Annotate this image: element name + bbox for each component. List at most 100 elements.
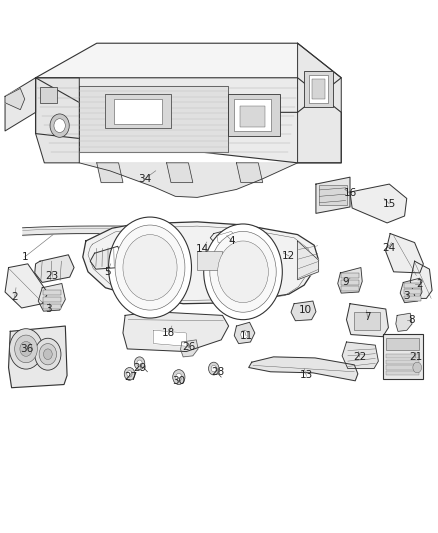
Text: 3: 3 (46, 304, 52, 314)
Text: 8: 8 (408, 314, 414, 325)
Polygon shape (272, 241, 304, 262)
Text: 16: 16 (343, 188, 357, 198)
Bar (386, 366, 419, 369)
Bar (106, 94, 171, 128)
Polygon shape (249, 357, 358, 381)
Polygon shape (97, 163, 123, 182)
Polygon shape (316, 177, 350, 213)
Text: 12: 12 (282, 251, 296, 261)
Text: 22: 22 (353, 352, 366, 362)
Polygon shape (217, 231, 239, 245)
Circle shape (127, 370, 132, 377)
Circle shape (20, 342, 32, 357)
Text: 28: 28 (212, 367, 225, 377)
Circle shape (115, 225, 185, 310)
Polygon shape (346, 304, 389, 337)
Bar (386, 360, 419, 364)
Bar (304, 71, 332, 107)
Polygon shape (386, 233, 424, 273)
Polygon shape (297, 43, 341, 163)
Text: 11: 11 (240, 330, 253, 341)
Bar (43, 290, 61, 295)
Text: 29: 29 (133, 362, 146, 373)
Polygon shape (342, 342, 378, 368)
Bar (341, 286, 359, 291)
Circle shape (208, 362, 219, 375)
Bar (354, 312, 380, 330)
Text: 15: 15 (383, 199, 396, 209)
Bar (43, 297, 61, 302)
Text: 27: 27 (124, 372, 138, 382)
Circle shape (211, 366, 216, 372)
Circle shape (413, 362, 422, 373)
Polygon shape (350, 184, 407, 223)
Circle shape (35, 338, 61, 370)
Text: 18: 18 (162, 328, 175, 338)
Text: 21: 21 (409, 352, 422, 362)
Bar (43, 304, 61, 309)
Polygon shape (338, 268, 362, 293)
Bar (40, 87, 57, 103)
Text: 36: 36 (20, 344, 34, 354)
Text: 3: 3 (403, 290, 410, 301)
Bar (197, 251, 223, 270)
Circle shape (54, 119, 65, 133)
Polygon shape (410, 261, 432, 298)
Bar (240, 106, 265, 127)
Polygon shape (83, 222, 318, 304)
Circle shape (218, 241, 268, 303)
Text: 13: 13 (300, 370, 313, 381)
Polygon shape (166, 163, 193, 182)
Bar (228, 94, 280, 136)
Bar (383, 334, 423, 379)
Text: 7: 7 (364, 312, 371, 322)
Circle shape (134, 357, 145, 369)
Polygon shape (90, 246, 123, 269)
Polygon shape (291, 301, 316, 321)
Circle shape (39, 344, 57, 365)
Polygon shape (400, 278, 422, 303)
Bar (404, 296, 421, 301)
Polygon shape (234, 322, 255, 344)
Text: 9: 9 (343, 278, 349, 287)
Polygon shape (210, 228, 244, 245)
Circle shape (241, 330, 248, 339)
Bar (318, 184, 347, 205)
Text: 2: 2 (11, 292, 18, 302)
Bar (312, 79, 325, 99)
Text: 4: 4 (229, 236, 235, 246)
Polygon shape (297, 241, 318, 280)
Bar (341, 273, 359, 278)
Circle shape (210, 231, 276, 312)
Circle shape (137, 360, 142, 367)
Bar (404, 289, 421, 294)
Polygon shape (237, 163, 263, 182)
Circle shape (124, 368, 135, 380)
Text: 26: 26 (182, 342, 195, 352)
Bar (386, 354, 419, 358)
Polygon shape (35, 78, 79, 163)
Circle shape (43, 349, 52, 360)
Bar (386, 338, 419, 351)
Circle shape (14, 335, 37, 363)
Polygon shape (153, 330, 186, 346)
Polygon shape (9, 326, 67, 387)
Polygon shape (123, 312, 229, 352)
Bar (341, 280, 359, 285)
Text: 34: 34 (138, 174, 152, 184)
Polygon shape (180, 340, 198, 357)
Text: 2: 2 (417, 279, 423, 288)
Circle shape (50, 114, 69, 138)
Polygon shape (35, 43, 341, 112)
Polygon shape (79, 86, 228, 152)
Polygon shape (35, 255, 74, 282)
Bar (386, 371, 419, 375)
Circle shape (10, 329, 42, 369)
Circle shape (176, 373, 182, 381)
Polygon shape (5, 264, 48, 308)
Polygon shape (35, 78, 341, 163)
Polygon shape (396, 313, 412, 332)
Polygon shape (79, 163, 297, 197)
Circle shape (109, 217, 191, 318)
Bar (234, 99, 272, 131)
